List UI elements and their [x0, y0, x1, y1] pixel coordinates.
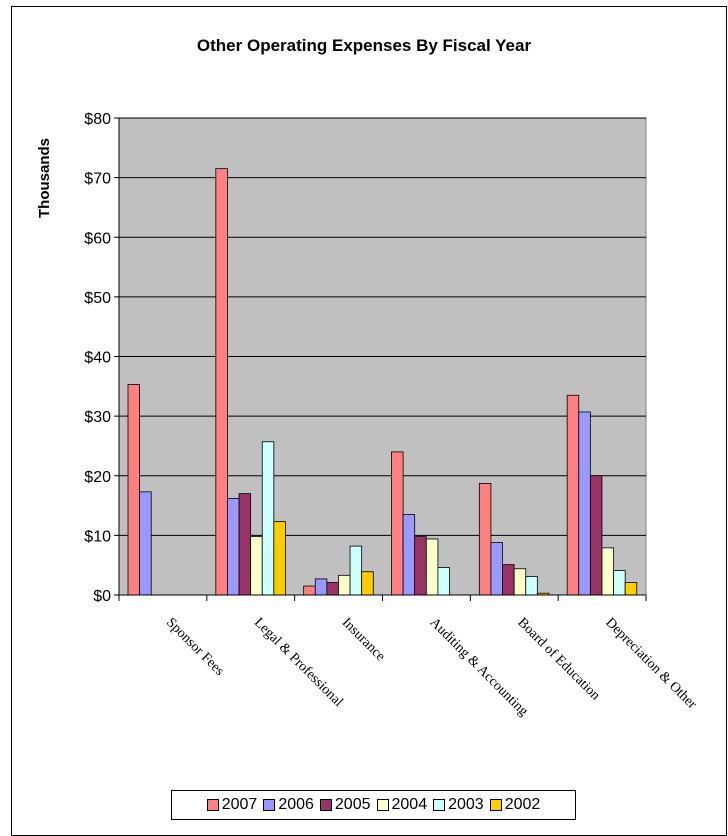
bar-2004-1 — [250, 536, 263, 596]
y-tick-label: $10 — [84, 528, 111, 545]
legend-item: 2002 — [489, 796, 541, 814]
bar-2006-2 — [314, 578, 328, 596]
bar-2005-3 — [414, 536, 427, 596]
legend-label: 2002 — [504, 796, 541, 813]
bar-2002-2 — [361, 571, 374, 596]
legend-item: 2005 — [319, 796, 371, 814]
gridlines — [119, 117, 646, 536]
bar-2003-2 — [349, 545, 363, 596]
y-tick-label: $40 — [84, 350, 111, 367]
bar-2007-4 — [478, 483, 492, 596]
legend-item: 2006 — [263, 796, 314, 814]
y-axis-label: Thousands — [36, 138, 53, 218]
legend-label: 2005 — [334, 796, 371, 813]
bar-2007-2 — [303, 585, 316, 596]
legend-swatch — [489, 799, 502, 811]
x-tick-label: Auditing & Accounting — [427, 615, 531, 719]
bar-2003-1 — [261, 441, 275, 596]
bar-2002-5 — [624, 582, 638, 596]
legend-label: 2003 — [448, 796, 484, 813]
bar-2004-4 — [513, 568, 527, 596]
legend-label: 2004 — [391, 796, 428, 813]
x-tick-label: Sponsor Fees — [163, 615, 227, 679]
y-tick-label: $80 — [84, 111, 111, 128]
x-tick-labels: Sponsor Fees Legal & ProfessionalInsuranc… — [163, 615, 699, 719]
legend-swatch — [433, 799, 446, 811]
legend-swatch — [206, 799, 219, 811]
bar-2003-5 — [613, 570, 626, 596]
bar-2005-2 — [326, 582, 339, 596]
bars — [127, 168, 638, 596]
bar-2006-0 — [139, 491, 152, 596]
chart-title: Other Operating Expenses By Fiscal Year — [196, 36, 532, 55]
bar-2004-2 — [338, 574, 351, 596]
bar-2003-3 — [437, 567, 450, 596]
y-tick-label: $60 — [84, 230, 111, 247]
legend-swatch — [319, 799, 332, 811]
bar-2006-1 — [227, 498, 240, 596]
y-tick-label: $50 — [84, 290, 111, 307]
legend-label: 2006 — [278, 796, 314, 813]
y-tick-labels: $0 $10 $20 $30 $40 $50 $60 $70 $80 — [84, 111, 111, 605]
y-tick-label: $0 — [93, 588, 111, 605]
legend: 2007 2006 2005 2004 2003 2002 — [171, 790, 576, 820]
x-tick-label: Depreciation & Other — [602, 615, 699, 712]
bar-2005-5 — [589, 475, 603, 596]
bar-2002-1 — [273, 521, 286, 596]
legend-item: 2003 — [433, 796, 484, 814]
x-tick-label: Legal & Professional — [251, 615, 346, 710]
bar-2003-4 — [525, 576, 538, 596]
bar-2006-5 — [578, 411, 591, 596]
legend-swatch — [376, 799, 389, 811]
bar-2005-1 — [238, 493, 252, 596]
legend-item: 2004 — [376, 796, 428, 814]
bar-2007-5 — [566, 394, 580, 596]
bar-2006-3 — [402, 514, 416, 596]
bar-2004-3 — [425, 538, 439, 596]
legend-swatch — [263, 799, 276, 811]
bar-2007-0 — [127, 384, 141, 596]
bar-2005-4 — [502, 564, 515, 596]
y-tick-label: $70 — [84, 171, 111, 188]
y-tick-label: $20 — [84, 469, 111, 486]
bar-2004-5 — [601, 547, 614, 596]
y-tick-label: $30 — [84, 409, 111, 426]
axes — [114, 117, 647, 601]
x-tick-label: Board of Education — [514, 615, 602, 703]
bar-2007-3 — [391, 451, 404, 596]
legend-label: 2007 — [221, 796, 258, 813]
bar-2006-4 — [490, 542, 503, 596]
legend-item: 2007 — [206, 796, 258, 814]
bar-2007-1 — [215, 168, 228, 596]
x-tick-label: Insurance — [339, 615, 388, 664]
